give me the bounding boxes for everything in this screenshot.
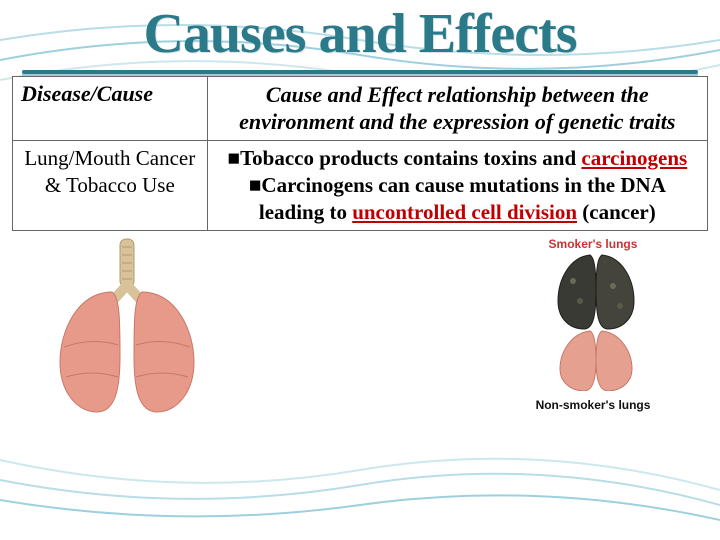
smoker-lungs-image: [498, 251, 688, 391]
title-underline: [22, 70, 698, 74]
bullet1-text: Tobacco products contains toxins and: [240, 146, 581, 170]
table-header-right: Cause and Effect relationship between th…: [207, 76, 707, 140]
slide-title: Causes and Effects: [12, 0, 708, 66]
table-header-left: Disease/Cause: [13, 76, 208, 140]
nonsmoker-label: Non-smoker's lungs: [498, 396, 688, 412]
smoker-lungs-block: Smoker's lungs Non-smoker's lungs: [498, 237, 688, 412]
table-cell-effects: ■Tobacco products contains toxins and ca…: [207, 140, 707, 231]
bullet2-post: (cancer): [577, 200, 656, 224]
smoker-label: Smoker's lungs: [498, 237, 688, 251]
bullet1-emphasis: carcinogens: [581, 146, 687, 170]
bullet2-emphasis: uncontrolled cell division: [352, 200, 577, 224]
table-cell-disease: Lung/Mouth Cancer & Tobacco Use: [13, 140, 208, 231]
cause-effect-table: Disease/Cause Cause and Effect relations…: [12, 76, 708, 232]
healthy-lungs-image: [42, 237, 212, 422]
image-row: Smoker's lungs Non-smoker's lungs: [12, 237, 708, 427]
